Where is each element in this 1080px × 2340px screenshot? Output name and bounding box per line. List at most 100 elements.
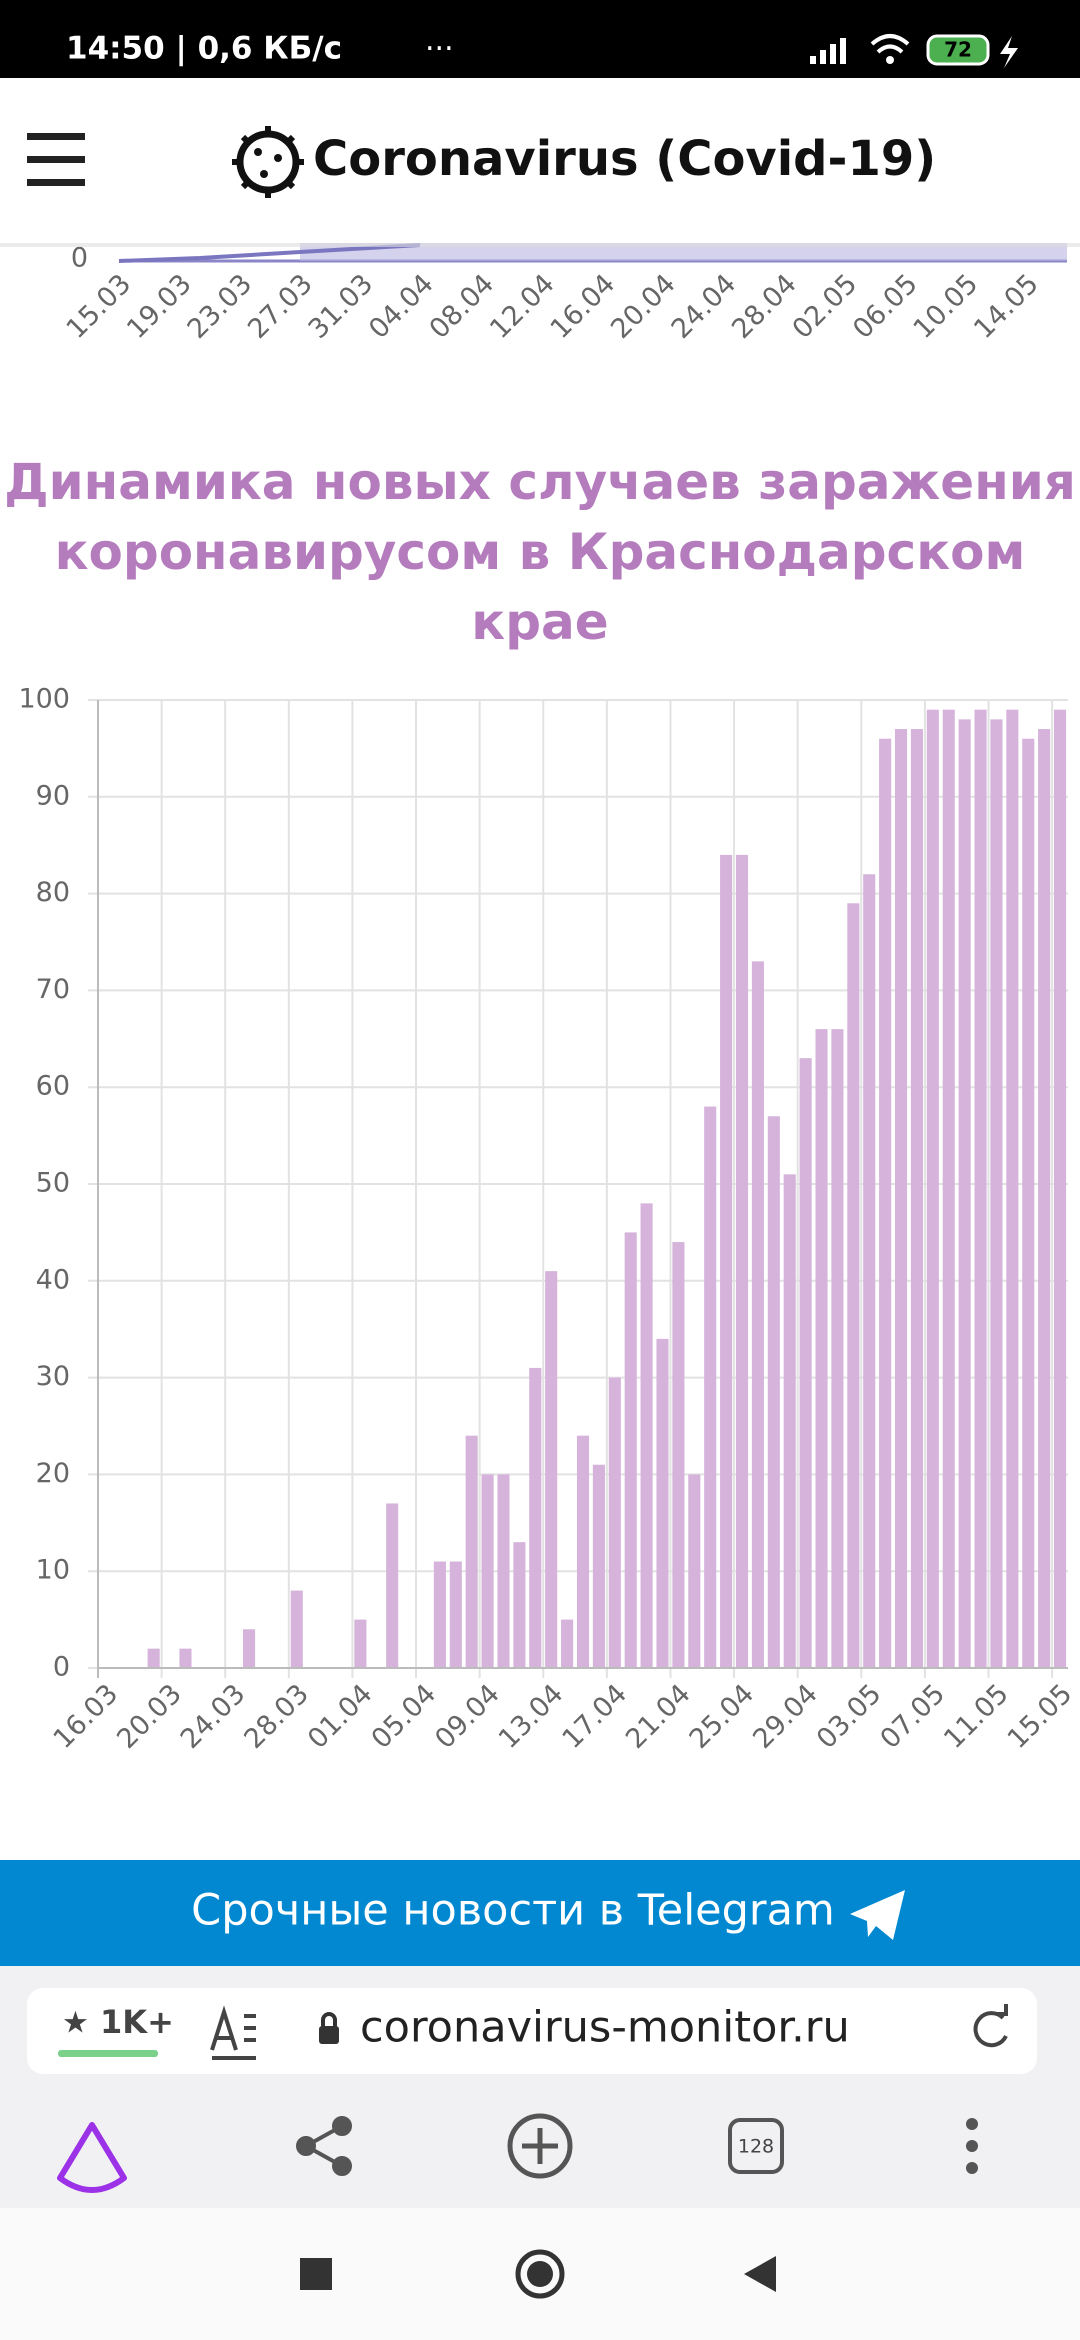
bar [1054,709,1067,1668]
y-tick-label: 10 [36,1555,70,1586]
status-dots: ··· [425,32,454,67]
star-icon: ★ [62,2006,89,2041]
rating[interactable]: 1K+ [100,2003,174,2041]
prev-chart [118,243,1067,263]
header [0,78,1080,243]
y-tick-label: 40 [36,1264,70,1295]
back-button[interactable] [744,2256,776,2292]
home-dot [527,2261,553,2287]
home-button[interactable] [515,2249,565,2299]
bar [545,1271,558,1668]
plus-icon [522,2128,558,2164]
bar [608,1377,621,1668]
x-tick-label: 16.03 [48,1678,125,1755]
bar [497,1474,510,1668]
bar [942,709,955,1668]
bar [688,1474,701,1668]
x-tick-label: 12.04 [484,268,561,345]
x-tick-label: 03.05 [811,1678,888,1755]
header-shadow [0,243,1080,247]
bar [1022,738,1035,1668]
bar [926,709,939,1668]
x-tick-label: 06.05 [847,268,924,345]
line-fragment [118,243,421,263]
menu-button[interactable] [27,133,85,186]
x-tick-label: 15.05 [1002,1678,1079,1755]
x-tick-label: 17.04 [556,1678,633,1755]
reader-icon[interactable] [210,2005,256,2060]
wifi-icon [870,34,910,54]
x-tick-label: 07.05 [875,1678,952,1755]
y-tick-label: 50 [36,1168,70,1199]
bar [894,729,908,1668]
x-tick-label: 01.04 [302,1678,379,1755]
x-tick-label: 14.05 [968,268,1045,345]
y-tick-label: 20 [36,1458,70,1489]
x-tick-label: 23.03 [182,268,259,345]
tabs-button[interactable] [728,2118,784,2174]
telegram-banner[interactable] [0,1860,1080,1966]
new-tab-button[interactable] [507,2113,573,2179]
x-tick-label: 24.03 [175,1678,252,1755]
lock-icon [319,2026,339,2044]
bar [783,1174,796,1668]
x-tick-label: 09.04 [429,1678,506,1755]
x-tick-label: 02.05 [787,268,864,345]
status-time: 14:50 | 0,6 КБ/с [66,31,342,67]
x-tick-label: 20.03 [111,1678,188,1755]
y-tick-label: 60 [36,1071,70,1102]
x-tick-label: 13.04 [493,1678,570,1755]
site-title: Coronavirus (Covid-19) [313,131,936,187]
bar [529,1367,542,1668]
battery-icon [926,34,990,66]
x-tick-label: 31.03 [303,268,380,345]
bar [386,1503,399,1668]
bar [751,961,764,1668]
x-tick-label: 24.04 [666,268,743,345]
bar [815,1029,828,1668]
reload-icon[interactable] [973,2011,1008,2048]
bar [481,1474,494,1668]
bar [879,738,892,1668]
logo-icon [232,126,304,198]
bar [910,729,923,1668]
bar [449,1561,462,1668]
bars-fragment [300,243,1067,261]
bar [465,1435,478,1668]
bar [735,854,749,1668]
bar [561,1619,574,1668]
address-bar[interactable] [27,1988,1037,2074]
x-tick-label: 08.04 [424,268,501,345]
bar [672,1242,685,1668]
bar [704,1106,717,1668]
telegram-icon [850,1890,905,1940]
x-tick-label: 04.04 [363,268,440,345]
y-tick-label: 0 [71,243,88,274]
bar [990,719,1003,1668]
bar [640,1203,653,1668]
x-tick-label: 19.03 [121,268,198,345]
bar [624,1232,637,1668]
share-button[interactable] [296,2116,352,2176]
url[interactable]: coronavirus-monitor.ru [360,2003,850,2053]
y-tick-label: 70 [36,974,70,1005]
y-tick-label: 0 [53,1652,70,1683]
y-tick-label: 30 [36,1361,70,1392]
chart-title: Динамика новых случаев заражения коронави… [4,453,1076,651]
y-tick-label: 100 [18,684,70,715]
rating-bar [58,2050,158,2057]
bar [243,1629,256,1668]
recents-button[interactable] [300,2258,332,2290]
x-tick-label: 25.04 [684,1678,761,1755]
bar [1038,729,1051,1668]
bar [433,1561,446,1668]
more-button[interactable] [966,2118,978,2174]
signal-icon [810,38,846,64]
x-tick-label: 05.04 [366,1678,443,1755]
title-line: крае [471,593,608,651]
title-line: Динамика новых случаев заражения [4,453,1076,511]
y-tick-label: 90 [36,780,70,811]
alice-button[interactable] [57,2122,127,2193]
bar [592,1464,605,1668]
